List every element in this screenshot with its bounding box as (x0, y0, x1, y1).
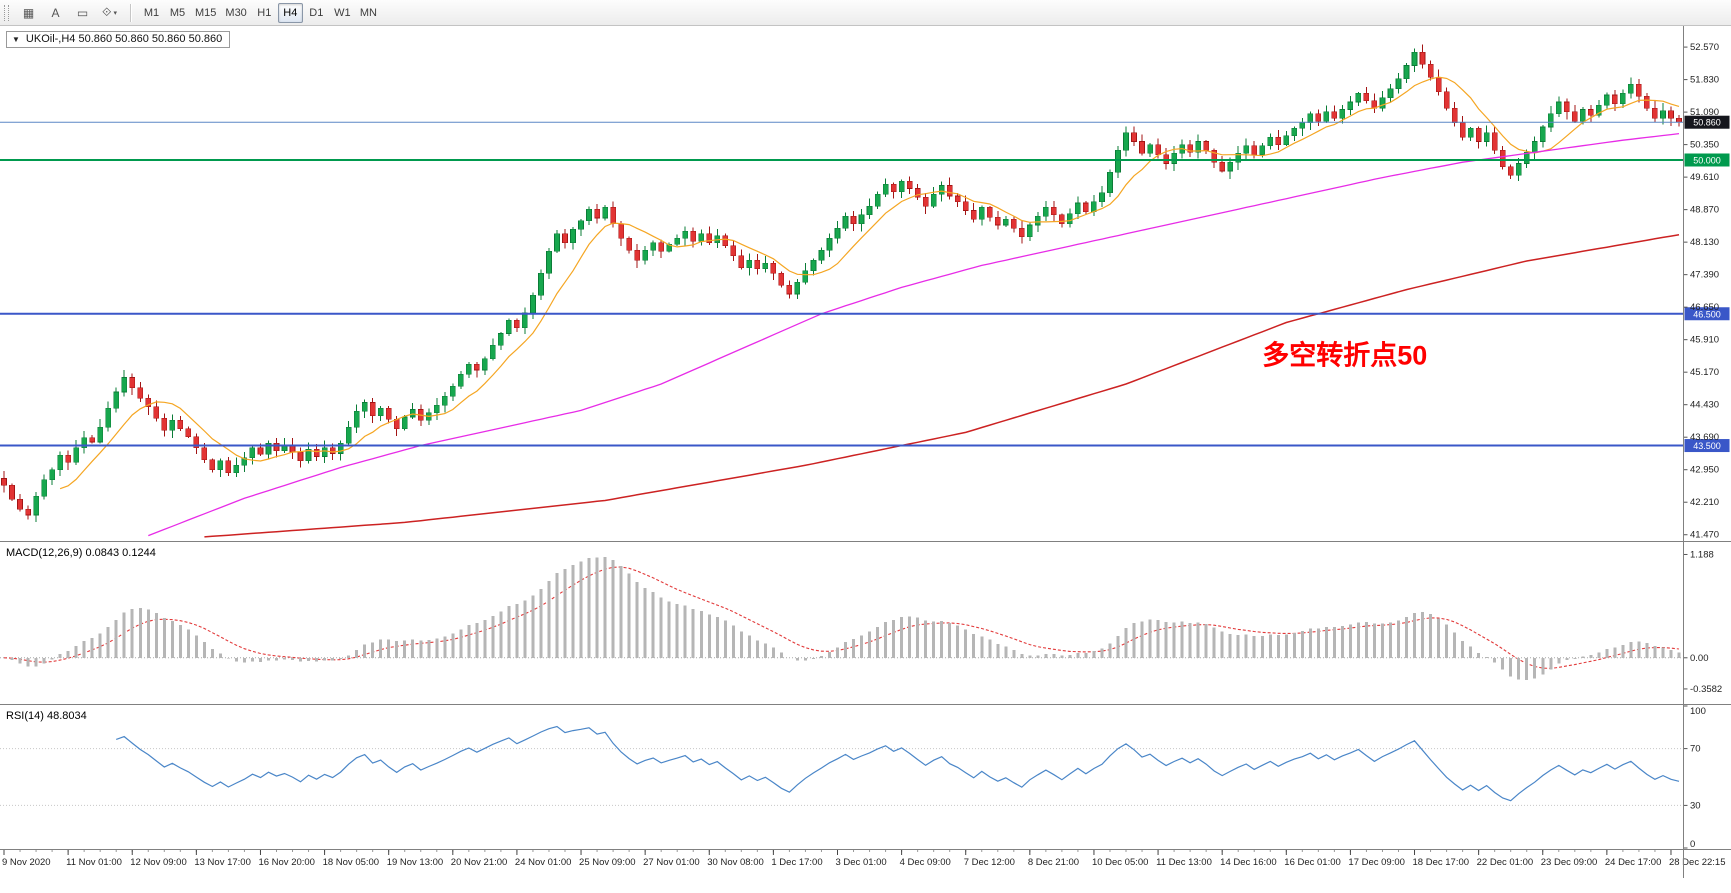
toolbar-grip[interactable] (4, 4, 9, 21)
time-axis[interactable]: 9 Nov 2020 11 Nov 01:00 12 Nov 09:00 13 Nov… (2, 850, 1725, 868)
time-axis-label: 8 Dec 21:00 (1028, 857, 1079, 868)
support-line-43500-price-tag-text: 43.500 (1693, 441, 1721, 451)
price-tick-label: 45.170 (1690, 367, 1719, 378)
macd-panel[interactable]: MACD(12,26,9) 0.0843 0.1244 1.188 0.00 -0.3… (0, 547, 1722, 695)
moving-averages (59, 76, 1680, 538)
support-line-46500-price-tag-text: 46.500 (1693, 309, 1721, 319)
time-axis-label: 19 Nov 13:00 (387, 857, 444, 868)
rsi-tick-label: 0 (1690, 839, 1695, 850)
time-axis-label: 16 Dec 01:00 (1284, 857, 1341, 868)
toolbar-separator (130, 3, 131, 22)
time-axis-label: 22 Dec 01:00 (1477, 857, 1534, 868)
price-tick-label: 42.950 (1690, 465, 1719, 476)
rsi-panel[interactable]: RSI(14) 48.8034 100 70 30 0 (0, 705, 1706, 850)
time-axis-label: 10 Dec 05:00 (1092, 857, 1149, 868)
objects-icon[interactable]: ▭ (76, 5, 89, 20)
pivot-line-50000-price-tag (1684, 153, 1730, 167)
time-axis-label: 11 Nov 01:00 (66, 857, 122, 868)
time-axis-label: 23 Dec 09:00 (1541, 857, 1598, 868)
panel-borders (0, 26, 1731, 878)
chart-region: 50.860 50.000 46.500 43.500 多空转折点50 52.570 51.… (0, 26, 1731, 893)
support-line-43500-price-tag (1684, 439, 1730, 453)
time-axis-label: 3 Dec 01:00 (835, 857, 886, 868)
time-axis-label: 24 Dec 17:00 (1605, 857, 1662, 868)
symbol-ohlc-text: UKOil-,H4 50.860 50.860 50.860 50.860 (25, 33, 223, 45)
symbol-ohlc-label[interactable]: ▼ UKOil-,H4 50.860 50.860 50.860 50.860 (6, 31, 231, 48)
pivot-line-50000-price-tag-text: 50.000 (1693, 155, 1721, 165)
timeframe-button-m5[interactable]: M5 (169, 6, 186, 19)
time-axis-label: 16 Nov 20:00 (258, 857, 315, 868)
timeframe-button-m30[interactable]: M30 (225, 6, 247, 19)
top-toolbar: ▦ A ▭ ⟐ ▾ M1 M5 M15 M30 H1 H4 D1 W1 MN (0, 0, 1731, 26)
price-tick-label: 45.910 (1690, 335, 1719, 346)
rsi-tick-label: 100 (1690, 706, 1706, 717)
time-axis-label: 4 Dec 09:00 (900, 857, 951, 868)
price-tick-label: 44.430 (1690, 400, 1719, 411)
macd-indicator-label: MACD(12,26,9) 0.0843 0.1244 (6, 547, 156, 559)
timeframe-button-h1[interactable]: H1 (257, 6, 272, 19)
indicators-icon[interactable]: ▦ (22, 5, 35, 20)
timeframe-button-m1[interactable]: M1 (143, 6, 160, 19)
current-price-line-price-tag-text: 50.860 (1693, 118, 1721, 128)
time-axis-label: 9 Nov 2020 (2, 857, 51, 868)
chart-annotation-text[interactable]: 多空转折点50 (1262, 339, 1427, 370)
time-axis-label: 25 Nov 09:00 (579, 857, 636, 868)
timeframe-button-h4[interactable]: H4 (277, 2, 303, 23)
time-axis-label: 13 Nov 17:00 (194, 857, 251, 868)
time-axis-label: 7 Dec 12:00 (964, 857, 1015, 868)
timeframe-button-w1[interactable]: W1 (334, 6, 351, 19)
price-tick-label: 41.470 (1690, 530, 1719, 541)
price-tick-label: 47.390 (1690, 270, 1719, 281)
price-tick-label: 43.690 (1690, 432, 1719, 443)
current-price-line-price-tag (1684, 115, 1730, 129)
time-axis-label: 1 Dec 17:00 (771, 857, 822, 868)
shapes-dropdown-icon[interactable]: ⟐ ▾ (102, 5, 117, 19)
macd-histogram (10, 556, 1681, 680)
chart-canvas[interactable]: 50.860 50.000 46.500 43.500 多空转折点50 52.570 51.… (0, 26, 1731, 893)
time-axis-label: 14 Dec 16:00 (1220, 857, 1277, 868)
time-axis-label: 18 Dec 17:00 (1413, 857, 1470, 868)
timeframe-button-m15[interactable]: M15 (195, 6, 217, 19)
timeframe-group: M1 M5 M15 M30 H1 H4 D1 W1 MN (139, 2, 381, 23)
macd-tick-label: -0.3582 (1690, 684, 1722, 695)
time-axis-label: 27 Nov 01:00 (643, 857, 700, 868)
time-axis-label: 20 Nov 21:00 (451, 857, 508, 868)
price-tick-label: 42.210 (1690, 497, 1719, 508)
price-tick-label: 51.830 (1690, 75, 1719, 86)
dropdown-caret-icon[interactable]: ▾ (113, 9, 117, 17)
rsi-indicator-label: RSI(14) 48.8034 (6, 710, 87, 722)
time-axis-label: 24 Nov 01:00 (515, 857, 572, 868)
macd-tick-label: 0.00 (1690, 653, 1709, 664)
time-axis-label: 28 Dec 22:15 (1669, 857, 1726, 868)
rsi-tick-label: 70 (1690, 744, 1701, 755)
time-axis-label: 11 Dec 13:00 (1156, 857, 1212, 868)
price-tick-label: 52.570 (1690, 42, 1719, 53)
time-axis-label: 18 Nov 05:00 (323, 857, 380, 868)
timeframe-button-mn[interactable]: MN (359, 6, 377, 19)
time-axis-label: 17 Dec 09:00 (1348, 857, 1405, 868)
text-label-icon[interactable]: A (51, 5, 60, 20)
rsi-tick-label: 30 (1690, 800, 1701, 811)
price-axis[interactable]: 52.570 51.830 51.090 50.350 49.610 48.870 48.1… (1683, 42, 1720, 541)
price-tick-label: 50.350 (1690, 140, 1719, 151)
macd-tick-label: 1.188 (1690, 549, 1714, 560)
price-tick-label: 51.090 (1690, 107, 1719, 118)
support-line-46500-price-tag (1684, 307, 1730, 321)
symbol-dropdown-icon[interactable]: ▼ (12, 34, 20, 44)
time-axis-label: 30 Nov 08:00 (707, 857, 764, 868)
timeframe-button-d1[interactable]: D1 (309, 6, 324, 19)
horizontal-lines[interactable]: 50.860 50.000 46.500 43.500 (0, 115, 1730, 453)
price-tick-label: 48.130 (1690, 237, 1719, 248)
drawing-tools-group: ▦ A ▭ ⟐ ▾ (16, 3, 122, 23)
price-tick-label: 48.870 (1690, 205, 1719, 216)
time-axis-label: 12 Nov 09:00 (130, 857, 187, 868)
price-tick-label: 49.610 (1690, 172, 1719, 183)
price-tick-label: 46.650 (1690, 302, 1719, 313)
